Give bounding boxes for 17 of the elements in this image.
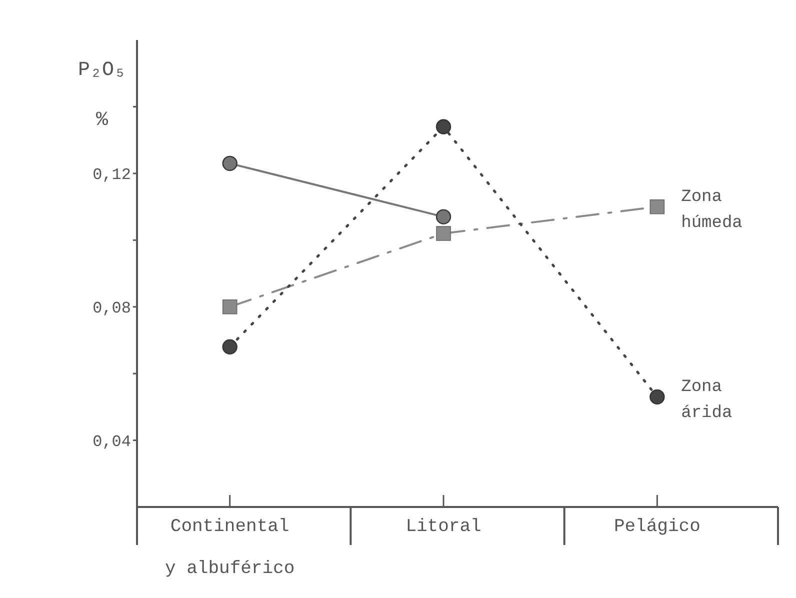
y-tick-label: 0,12: [92, 166, 131, 184]
point: [436, 209, 452, 224]
text: P₂O₅ %: [78, 59, 126, 132]
point: [222, 299, 238, 314]
x-tick-label: Pelágico: [614, 517, 700, 537]
point: [436, 226, 451, 241]
point: [436, 119, 452, 134]
point: [650, 389, 665, 405]
point: [650, 199, 665, 214]
series-label: Zona húmeda: [681, 188, 742, 233]
point: [222, 156, 238, 172]
point: [222, 339, 238, 354]
x-tick-label: Litoral: [406, 517, 482, 537]
y-tick-label: 0,08: [92, 299, 131, 318]
series-label: Zona árida: [681, 378, 732, 423]
category-label: Continental y albuférico: [165, 517, 295, 579]
y-tick-label: 0,04: [92, 432, 131, 451]
